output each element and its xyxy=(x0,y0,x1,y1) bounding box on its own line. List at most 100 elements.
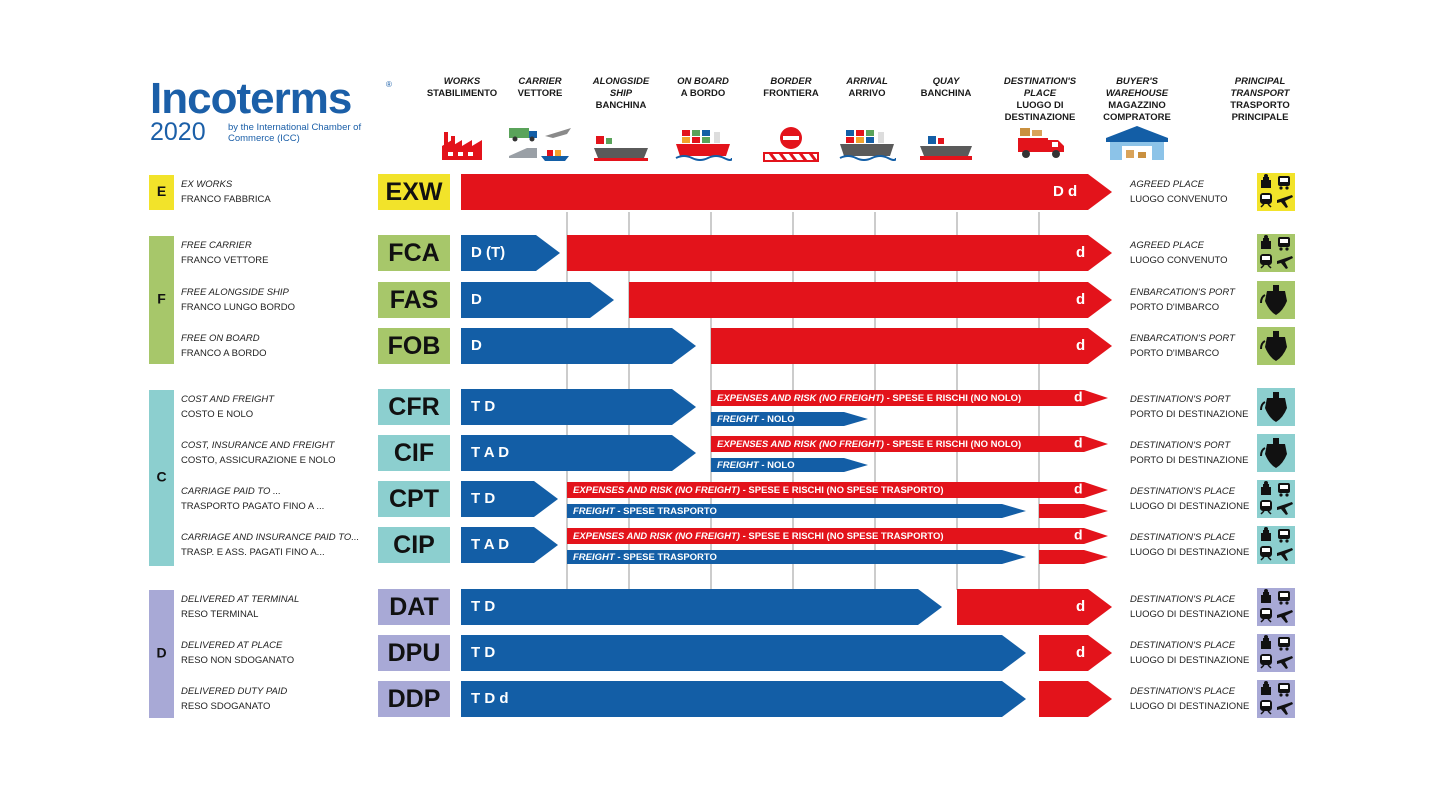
incoterm-code-dpu: DPU xyxy=(378,635,450,671)
freight-label: FREIGHT - SPESE TRASPORTO xyxy=(573,506,717,517)
group-bar-e xyxy=(149,175,174,210)
delivery-place-en: ENBARCATION'S PORT xyxy=(1130,333,1235,344)
buyer-arrow xyxy=(711,328,1112,364)
seller-arrow xyxy=(461,635,1026,671)
delivery-place-it: PORTO DI DESTINAZIONE xyxy=(1130,455,1249,466)
delivery-place-it: PORTO D'IMBARCO xyxy=(1130,348,1220,359)
term-name: DELIVERED DUTY PAID RESO SDOGANATO xyxy=(181,684,371,714)
group-letter: C xyxy=(156,469,166,485)
multimodal-transport-icon xyxy=(1257,680,1295,718)
column-header-en: ARRIVAL xyxy=(846,76,888,87)
incoterm-code-fas: FAS xyxy=(378,282,450,318)
term-name: COST, INSURANCE AND FREIGHT COSTO, ASSICU… xyxy=(181,438,371,468)
risk-arrow xyxy=(711,390,1108,406)
delivery-place: ENBARCATION'S PORT PORTO D'IMBARCO xyxy=(1130,285,1256,315)
column-header-en: WORKS xyxy=(443,76,481,87)
multimodal-transport-icon xyxy=(1257,234,1295,272)
delivery-place: AGREED PLACE LUOGO CONVENUTO xyxy=(1130,238,1256,268)
delivery-place: DESTINATION'S PLACE LUOGO DI DESTINAZIONE xyxy=(1130,484,1256,514)
column-header-it: BANCHINA xyxy=(920,88,972,99)
seller-label: T D xyxy=(471,644,495,661)
buyer-label: d xyxy=(1074,435,1083,451)
term-name: FREE ALONGSIDE SHIP FRANCO LUNGO BORDO xyxy=(181,285,371,315)
ship-loaded-icon xyxy=(674,128,733,167)
incoterms-logo-word: Incoterms xyxy=(150,74,352,123)
delivery-truck-icon xyxy=(1014,126,1066,167)
delivery-place-it: PORTO DI DESTINAZIONE xyxy=(1130,409,1249,420)
quay-ship-icon xyxy=(918,134,974,167)
incoterm-code-ddp: DDP xyxy=(378,681,450,717)
final-leg-arrow xyxy=(1039,550,1108,564)
delivery-place: ENBARCATION'S PORT PORTO D'IMBARCO xyxy=(1130,331,1256,361)
seller-label: T A D xyxy=(471,444,509,461)
ship-alongside-icon xyxy=(592,132,650,167)
delivery-place-en: DESTINATION'S PORT xyxy=(1130,394,1231,405)
term-name-it: FRANCO A BORDO xyxy=(181,348,267,359)
term-name-it: TRASP. E ASS. PAGATI FINO A... xyxy=(181,547,325,558)
delivery-place-it: LUOGO DI DESTINAZIONE xyxy=(1130,655,1250,666)
delivery-place-it: LUOGO CONVENUTO xyxy=(1130,255,1228,266)
term-name-en: DELIVERED AT PLACE xyxy=(181,640,283,651)
truck-plane-train-ship-icon xyxy=(507,126,573,167)
term-name-it: FRANCO LUNGO BORDO xyxy=(181,302,296,313)
buyer-label: d xyxy=(1074,389,1083,405)
seller-label: D xyxy=(471,337,482,354)
term-name: DELIVERED AT TERMINAL RESO TERMINAL xyxy=(181,592,371,622)
seller-label: T A D xyxy=(471,536,509,553)
column-header: ALONGSIDE SHIP BANCHINA xyxy=(590,76,652,112)
seller-arrow xyxy=(461,328,696,364)
term-name-en: FREE ON BOARD xyxy=(181,333,260,344)
column-header: BORDER FRONTIERA xyxy=(758,76,824,100)
delivery-place: DESTINATION'S PLACE LUOGO DI DESTINAZIONE xyxy=(1130,592,1256,622)
term-name-it: RESO TERMINAL xyxy=(181,609,259,620)
group-bar-c xyxy=(149,390,174,566)
term-name-en: DELIVERED AT TERMINAL xyxy=(181,594,300,605)
incoterm-code-cip: CIP xyxy=(378,527,450,563)
sea-transport-icon xyxy=(1257,327,1295,365)
multimodal-transport-icon xyxy=(1257,634,1295,672)
incoterm-code-cfr: CFR xyxy=(378,389,450,425)
column-header-it: BANCHINA xyxy=(595,100,647,111)
column-header-en: QUAY xyxy=(932,76,960,87)
buyer-label: d xyxy=(1076,337,1085,354)
sea-transport-icon xyxy=(1257,281,1295,319)
seller-label: T D xyxy=(471,398,495,415)
buyer-label: d xyxy=(1076,644,1085,661)
delivery-place-it: PORTO D'IMBARCO xyxy=(1130,302,1220,313)
border-stop-icon xyxy=(762,126,820,167)
seller-arrow xyxy=(461,389,696,425)
term-name-it: COSTO E NOLO xyxy=(181,409,254,420)
buyer-arrow xyxy=(567,235,1112,271)
sea-transport-icon xyxy=(1257,388,1295,426)
delivery-place: AGREED PLACE LUOGO CONVENUTO xyxy=(1130,177,1256,207)
column-header-en: PRINCIPAL TRANSPORT xyxy=(1230,76,1290,99)
freight-arrow xyxy=(567,504,1026,518)
term-name-en: FREE ALONGSIDE SHIP xyxy=(181,287,289,298)
seller-arrow xyxy=(461,481,558,517)
delivery-place-en: DESTINATION'S PLACE xyxy=(1130,594,1236,605)
seller-arrow xyxy=(461,282,614,318)
seller-label: D (T) xyxy=(471,244,505,261)
final-leg-arrow xyxy=(1039,504,1108,518)
term-name-it: FRANCO FABBRICA xyxy=(181,194,271,205)
delivery-place-it: LUOGO DI DESTINAZIONE xyxy=(1130,547,1250,558)
delivery-place-it: LUOGO DI DESTINAZIONE xyxy=(1130,609,1250,620)
term-name-it: FRANCO VETTORE xyxy=(181,255,269,266)
seller-arrow xyxy=(461,235,560,271)
delivery-place: DESTINATION'S PLACE LUOGO DI DESTINAZIONE xyxy=(1130,684,1256,714)
multimodal-transport-icon xyxy=(1257,526,1295,564)
term-name: EX WORKS FRANCO FABBRICA xyxy=(181,177,371,207)
seller-label: D xyxy=(471,291,482,308)
seller-arrow xyxy=(461,527,558,563)
delivery-place-en: DESTINATION'S PLACE xyxy=(1130,486,1236,497)
term-name-it: RESO SDOGANATO xyxy=(181,701,271,712)
delivery-place-en: ENBARCATION'S PORT xyxy=(1130,287,1235,298)
delivery-place-it: LUOGO DI DESTINAZIONE xyxy=(1130,501,1250,512)
incoterm-code-cpt: CPT xyxy=(378,481,450,517)
group-bar-d xyxy=(149,590,174,718)
buyer-arrow xyxy=(1039,635,1112,671)
column-header-en: ON BOARD xyxy=(677,76,729,87)
delivery-place-en: DESTINATION'S PLACE xyxy=(1130,640,1236,651)
delivery-place: DESTINATION'S PORT PORTO DI DESTINAZIONE xyxy=(1130,392,1256,422)
column-header-en: CARRIER xyxy=(518,76,562,87)
